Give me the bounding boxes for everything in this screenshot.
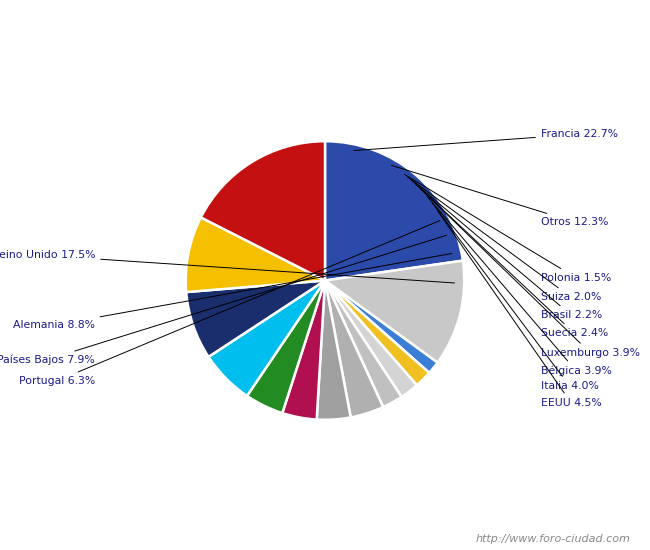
Wedge shape: [201, 141, 325, 280]
Text: http://www.foro-ciudad.com: http://www.foro-ciudad.com: [476, 534, 630, 544]
Text: Portugal 6.3%: Portugal 6.3%: [19, 221, 440, 386]
Text: Bélgica 3.9%: Bélgica 3.9%: [426, 196, 612, 376]
Text: Países Bajos 7.9%: Países Bajos 7.9%: [0, 235, 447, 365]
Wedge shape: [186, 217, 325, 292]
Text: Alemania 8.8%: Alemania 8.8%: [13, 254, 452, 330]
Wedge shape: [325, 261, 464, 362]
Wedge shape: [209, 280, 325, 396]
Wedge shape: [325, 280, 437, 373]
Wedge shape: [325, 280, 402, 407]
Wedge shape: [325, 280, 429, 385]
Wedge shape: [317, 280, 351, 420]
Wedge shape: [325, 280, 383, 417]
Text: Suecia 2.4%: Suecia 2.4%: [415, 184, 608, 338]
Wedge shape: [186, 280, 325, 357]
Text: Polonia 1.5%: Polonia 1.5%: [405, 174, 611, 283]
Wedge shape: [325, 280, 417, 397]
Text: Reino Unido 17.5%: Reino Unido 17.5%: [0, 250, 454, 283]
Text: Suiza 2.0%: Suiza 2.0%: [408, 177, 601, 302]
Text: Francia 22.7%: Francia 22.7%: [354, 129, 618, 151]
Text: Italia 4.0%: Italia 4.0%: [432, 203, 599, 392]
Text: Otros 12.3%: Otros 12.3%: [391, 166, 608, 227]
Text: EEUU 4.5%: EEUU 4.5%: [437, 211, 602, 408]
Text: Brasil 2.2%: Brasil 2.2%: [411, 180, 602, 320]
Text: Arcos de la Frontera - Turistas extranjeros según país - Agosto de 2024: Arcos de la Frontera - Turistas extranje…: [65, 15, 585, 31]
Text: Luxemburgo 3.9%: Luxemburgo 3.9%: [421, 189, 640, 358]
Wedge shape: [247, 280, 325, 413]
Wedge shape: [325, 141, 463, 280]
Wedge shape: [282, 280, 325, 420]
